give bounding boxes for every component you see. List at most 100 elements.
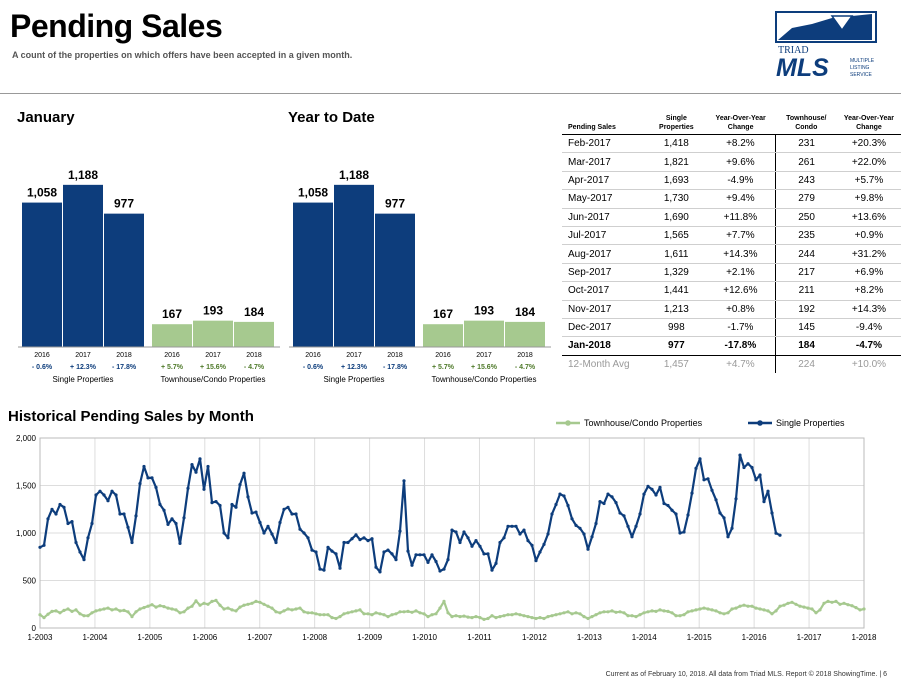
- col-header: Pending Sales: [562, 114, 648, 135]
- series-point: [482, 617, 486, 621]
- series-point: [538, 616, 542, 620]
- bar-value-label: 977: [385, 197, 405, 211]
- table-cell: 279: [775, 189, 837, 209]
- series-point: [610, 609, 614, 613]
- bar: [193, 320, 233, 347]
- series-point: [682, 530, 686, 534]
- series-point: [442, 599, 446, 603]
- series-point: [426, 560, 430, 564]
- series-point: [858, 608, 862, 612]
- year-tick-label: 2017: [476, 352, 492, 359]
- series-point: [106, 606, 110, 610]
- change-label: - 17.8%: [112, 364, 137, 371]
- series-point: [238, 605, 242, 609]
- group-label: Townhouse/Condo Properties: [161, 375, 266, 384]
- table-row: Jan-2018 977 -17.8% 184 -4.7%: [562, 336, 901, 356]
- series-point: [158, 502, 162, 507]
- series-point: [554, 502, 558, 507]
- series-point: [638, 512, 642, 516]
- series-point: [506, 524, 510, 528]
- x-tick-label: 1-2011: [467, 633, 492, 642]
- series-point: [210, 599, 214, 603]
- series-point: [154, 605, 158, 609]
- table-cell: 244: [775, 244, 837, 264]
- table-cell: 1,418: [647, 134, 706, 154]
- bar-value-label: 977: [114, 197, 134, 211]
- table-cell: Mar-2017: [562, 152, 648, 172]
- bar: [63, 184, 103, 347]
- series-point: [58, 611, 62, 615]
- series-point: [102, 607, 106, 611]
- series-point: [414, 609, 418, 613]
- legend-label: Townhouse/Condo Properties: [584, 418, 703, 428]
- table-cell: Jan-2018: [562, 336, 648, 356]
- series-point: [298, 606, 302, 610]
- series-point: [594, 613, 598, 617]
- series-point: [222, 531, 226, 535]
- series-point: [414, 553, 418, 557]
- series-point: [474, 539, 478, 543]
- bar: [234, 321, 274, 347]
- history-chart-title: Historical Pending Sales by Month: [8, 408, 254, 425]
- table-row: Sep-2017 1,329 +2.1% 217 +6.9%: [562, 263, 901, 283]
- series-point: [586, 616, 590, 621]
- series-point: [346, 540, 350, 545]
- series-point: [506, 613, 510, 617]
- series-point: [254, 599, 258, 603]
- series-point: [734, 497, 738, 501]
- series-point: [606, 610, 610, 614]
- series-point: [378, 570, 382, 574]
- series-point: [266, 604, 270, 608]
- y-tick-label: 1,500: [16, 482, 37, 491]
- table-cell: Jul-2017: [562, 226, 648, 246]
- series-point: [822, 601, 826, 605]
- table-row: Oct-2017 1,441 +12.6% 211 +8.2%: [562, 281, 901, 301]
- series-point: [602, 501, 606, 506]
- series-point: [658, 608, 662, 612]
- table-row: May-2017 1,730 +9.4% 279 +9.8%: [562, 189, 901, 209]
- series-point: [242, 603, 246, 607]
- table-header: Pending Sales Single Properties Year-Ove…: [562, 114, 901, 135]
- series-point: [590, 615, 594, 619]
- series-point: [710, 488, 714, 492]
- change-label: + 12.3%: [341, 364, 368, 371]
- series-point: [618, 610, 622, 614]
- table-cell: 1,611: [647, 244, 706, 264]
- series-point: [86, 536, 90, 540]
- bar-value-label: 1,188: [68, 168, 98, 182]
- table-cell: +14.3%: [836, 300, 901, 319]
- table-cell: -9.4%: [836, 318, 901, 338]
- series-point: [370, 537, 374, 541]
- x-tick-label: 1-2012: [522, 633, 547, 642]
- series-point: [314, 612, 318, 616]
- series-point: [190, 604, 194, 608]
- series-point: [78, 612, 82, 616]
- series-point: [190, 463, 194, 467]
- series-point: [194, 599, 198, 603]
- year-tick-label: 2017: [346, 352, 362, 359]
- series-point: [674, 512, 678, 516]
- table-cell: 1,213: [647, 300, 706, 319]
- series-point: [690, 491, 694, 495]
- series-point: [346, 611, 350, 615]
- series-point: [654, 493, 658, 497]
- series-point: [518, 613, 522, 617]
- series-point: [798, 604, 802, 608]
- series-point: [198, 457, 202, 461]
- series-point: [566, 610, 570, 614]
- series-point: [146, 476, 150, 480]
- series-point: [594, 521, 598, 526]
- x-tick-label: 1-2003: [28, 633, 53, 642]
- series-point: [410, 610, 414, 614]
- bar-value-label: 1,058: [298, 186, 328, 200]
- bar-value-label: 193: [203, 304, 223, 318]
- table-cell: -17.8%: [705, 336, 776, 356]
- series-point: [422, 612, 426, 616]
- series-point: [338, 615, 342, 619]
- series-point: [70, 520, 74, 524]
- series-point: [394, 558, 398, 562]
- series-point: [842, 601, 846, 605]
- table-cell: 250: [775, 208, 837, 227]
- series-point: [486, 552, 490, 556]
- series-point: [82, 558, 86, 562]
